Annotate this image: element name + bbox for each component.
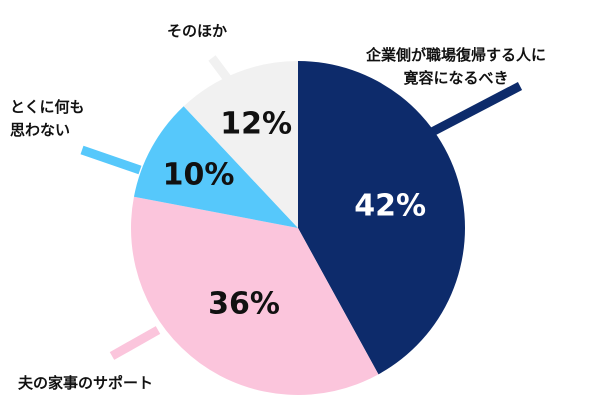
leader-line (429, 82, 523, 136)
pie-slice (183, 60, 298, 228)
pie-slice (298, 61, 466, 375)
slice-category-label-line: 寛容になるべき (403, 69, 508, 87)
slice-category-label-line: 思わない (10, 121, 70, 139)
leader-line (80, 145, 142, 175)
pie-slice (133, 106, 298, 228)
slice-category-label-line: 企業側が職場復帰する人に (365, 46, 546, 64)
slice-value-label: 10% (163, 157, 235, 192)
leader-line (109, 326, 161, 360)
slice-category-label-line: とくに何も (10, 98, 85, 116)
value-labels: 42% 36% 10% 12% (163, 106, 427, 321)
slice-category-label: そのほか (167, 22, 227, 40)
pie-slice (130, 196, 379, 395)
slice-value-label: 36% (208, 286, 280, 321)
slice-value-label: 12% (220, 106, 292, 141)
slice-value-label: 42% (354, 188, 426, 223)
slice-category-label: とくに何も思わない (10, 98, 85, 139)
pie-slices (130, 60, 466, 395)
slice-category-label: 夫の家事のサポート (18, 374, 153, 392)
slice-category-label-line: そのほか (167, 22, 227, 40)
slice-category-label-line: 夫の家事のサポート (18, 374, 153, 392)
slice-category-label: 企業側が職場復帰する人に寛容になるべき (365, 46, 546, 87)
